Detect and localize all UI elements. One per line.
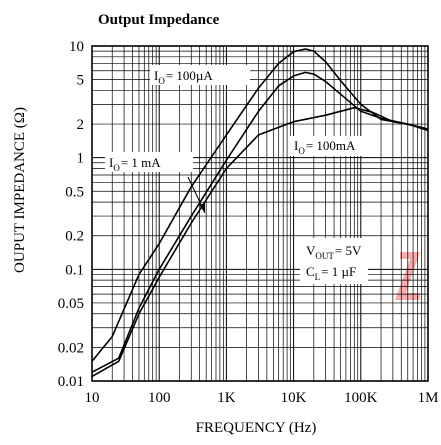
series-line-0 [91, 48, 429, 362]
grid [91, 46, 428, 382]
y-tick-label: 0.02 [58, 340, 84, 356]
y-tick-label: 2 [77, 117, 85, 133]
y-axis-label: OUPUT IMPEDANCE (Ω) [12, 107, 28, 273]
x-tick-label: 1K [217, 390, 236, 406]
label-io-100ma: IO= 100mA [294, 138, 356, 156]
x-tick-label: 100K [344, 390, 378, 406]
y-tick-label: 0.05 [58, 296, 84, 312]
label-cl: CL= 1 µF [306, 264, 356, 282]
label-vout: VOUT= 5V [306, 243, 362, 261]
x-tick-label: 10K [281, 390, 307, 406]
x-tick-label: 100 [148, 390, 171, 406]
tick-labels: 10 100 1K 10K 100K 1M 10 5 2 1 0.5 0.2 0.1 0.05 0.02 0.… [58, 39, 439, 406]
io-1ma-arrow [187, 176, 206, 214]
y-tick-label: 0.01 [58, 374, 84, 390]
label-io-1ma: IO= 1 mA [109, 155, 161, 173]
label-io-100ua: IO= 100µA [154, 68, 213, 86]
chart-title: Output Impedance [98, 12, 220, 28]
plot-frame [91, 45, 429, 382]
series-line-2 [91, 106, 429, 378]
y-tick-label: 0.5 [65, 184, 84, 200]
x-tick-label: 1M [418, 390, 439, 406]
y-tick-label: 0.1 [65, 262, 84, 278]
x-axis-label: FREQUENCY (Hz) [196, 420, 317, 436]
series-line-1 [91, 71, 429, 373]
series-lines [91, 48, 429, 378]
y-tick-label: 5 [77, 73, 85, 89]
y-tick-label: 10 [69, 39, 84, 55]
y-tick-label: 1 [77, 151, 85, 167]
x-tick-label: 10 [85, 390, 100, 406]
y-tick-label: 0.2 [65, 229, 84, 245]
